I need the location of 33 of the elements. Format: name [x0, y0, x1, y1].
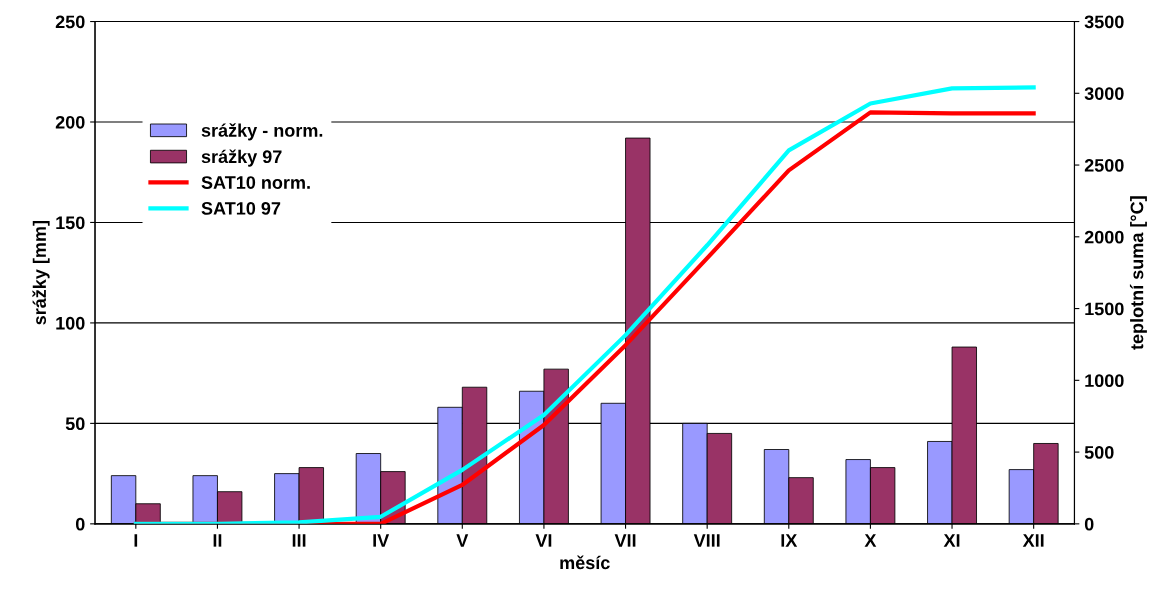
x-tick-label: IX [781, 534, 798, 547]
y2-tick-label: 2500 [1084, 158, 1124, 172]
x-axis-title: měsíc [560, 555, 610, 570]
y2-tick-label: 1500 [1085, 302, 1124, 316]
legend-label: SAT10 97 [201, 202, 281, 215]
y2-tick-label: 0 [1084, 517, 1094, 531]
y2-axis-title: teplotní suma [°C] [1129, 196, 1147, 350]
x-tick-label: I [134, 534, 138, 547]
x-tick-label: XI [943, 534, 960, 547]
y-tick-label: 150 [56, 216, 85, 230]
x-tick-label: XII [1022, 534, 1044, 547]
y2-tick-label: 3000 [1084, 87, 1124, 101]
y-tick-label: 250 [55, 15, 85, 29]
x-tick-label: X [864, 534, 877, 547]
y2-tick-label: 500 [1084, 446, 1114, 459]
y-tick-label: 0 [75, 517, 85, 531]
x-tick-label: V [456, 534, 469, 547]
y-tick-label: 100 [56, 316, 85, 330]
y2-tick-label: 2000 [1084, 230, 1124, 244]
y-tick-label: 200 [55, 115, 85, 129]
x-tick-label: VI [535, 534, 552, 547]
x-tick-label: II [213, 534, 222, 547]
y-tick-label: 50 [65, 417, 85, 431]
x-tick-label: III [292, 534, 306, 547]
y2-tick-label: 1000 [1085, 374, 1124, 388]
x-tick-label: VII [614, 534, 636, 547]
legend-label: srážky - norm. [201, 123, 323, 141]
legend-label: SAT10 norm. [201, 176, 310, 189]
x-tick-label: IV [373, 534, 390, 547]
legend-label: srážky 97 [201, 149, 282, 167]
y2-tick-label: 3500 [1084, 15, 1124, 29]
y-axis-title: srážky [mm] [32, 221, 50, 325]
x-tick-label: VIII [693, 534, 720, 547]
